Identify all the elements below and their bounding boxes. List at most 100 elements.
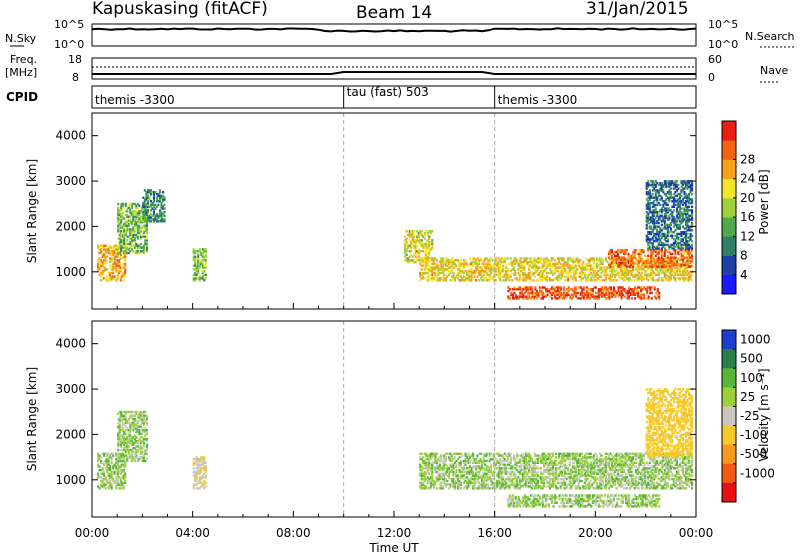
data-cell	[134, 228, 136, 230]
data-cell	[480, 453, 482, 455]
data-cell	[634, 262, 636, 264]
data-cell	[643, 249, 645, 251]
data-cell	[460, 482, 462, 484]
data-cell	[575, 265, 577, 267]
data-cell	[455, 469, 457, 471]
data-cell	[671, 253, 673, 255]
data-cell	[691, 235, 693, 237]
data-cell	[691, 209, 693, 211]
data-cell	[648, 295, 650, 297]
data-cell	[436, 259, 438, 261]
data-cell	[514, 270, 516, 272]
data-cell	[205, 462, 207, 464]
data-cell	[410, 250, 412, 252]
data-cell	[105, 487, 107, 489]
data-cell	[205, 482, 207, 484]
data-cell	[141, 451, 143, 453]
data-cell	[445, 456, 447, 458]
data-cell	[514, 473, 516, 475]
data-cell	[647, 258, 649, 260]
data-cell	[143, 442, 145, 444]
data-cell	[421, 261, 423, 263]
nave-label: Nave	[760, 64, 788, 77]
data-cell	[671, 235, 673, 237]
data-cell	[106, 256, 108, 258]
station-title: Kapuskasing (fitACF)	[92, 0, 268, 19]
data-cell	[460, 259, 462, 261]
data-cell	[434, 272, 436, 274]
data-cell	[164, 218, 166, 220]
data-cell	[551, 297, 553, 299]
data-cell	[625, 262, 627, 264]
data-cell	[682, 247, 684, 249]
data-cell	[475, 279, 477, 281]
data-cell	[691, 229, 693, 231]
data-cell	[624, 295, 626, 297]
data-cell	[472, 453, 474, 455]
data-cell	[125, 203, 127, 205]
data-cell	[658, 247, 660, 249]
data-cell	[634, 279, 636, 281]
data-cell	[523, 265, 525, 267]
data-cell	[534, 275, 536, 277]
data-cell	[680, 207, 682, 209]
data-cell	[144, 216, 146, 218]
data-cell	[117, 203, 119, 205]
power-y-axis-label: Slant Range [km]	[25, 159, 39, 263]
power-data	[97, 180, 693, 300]
data-cell	[193, 467, 195, 469]
data-cell	[135, 436, 137, 438]
beam-title: Beam 14	[356, 3, 432, 23]
data-cell	[520, 257, 522, 259]
cpid-segment-label: themis -3300	[498, 93, 578, 107]
data-cell	[575, 277, 577, 279]
data-cell	[637, 290, 639, 292]
data-cell	[117, 449, 119, 451]
data-cell	[454, 456, 456, 458]
nsearch-tick-top: 10^5	[708, 18, 738, 31]
data-cell	[670, 191, 672, 193]
data-cell	[526, 257, 528, 259]
data-cell	[616, 279, 618, 281]
data-cell	[122, 212, 124, 214]
data-cell	[649, 246, 651, 248]
cpid-panel: themis -3300 tau (fast) 503 themis -3300	[92, 85, 696, 108]
y-tick-label: 3000	[55, 174, 86, 188]
data-cell	[205, 465, 207, 467]
data-cell	[582, 261, 584, 263]
data-cell	[691, 198, 693, 200]
data-cell	[631, 279, 633, 281]
data-cell	[691, 193, 693, 195]
data-cell	[626, 249, 628, 251]
data-cell	[102, 467, 104, 469]
data-cell	[421, 239, 423, 241]
data-cell	[572, 257, 574, 259]
data-cell	[111, 483, 113, 485]
data-cell	[513, 454, 515, 456]
data-cell	[452, 272, 454, 274]
freq-unit-label: [MHz]	[5, 66, 37, 79]
data-cell	[147, 209, 149, 211]
data-cell	[529, 257, 531, 259]
data-cell	[691, 206, 693, 208]
data-cell	[605, 257, 607, 259]
data-cell	[123, 485, 125, 487]
data-cell	[655, 207, 657, 209]
data-cell	[499, 458, 501, 460]
data-cell	[579, 259, 581, 261]
data-cell	[487, 483, 489, 485]
data-cell	[563, 257, 565, 259]
data-cell	[688, 206, 690, 208]
data-cell	[509, 288, 511, 290]
nave-tick-top: 60	[708, 53, 722, 66]
data-cell	[647, 180, 649, 182]
data-cell	[436, 487, 438, 489]
data-cell	[667, 238, 669, 240]
data-cell	[164, 207, 166, 209]
data-cell	[658, 222, 660, 224]
data-cell	[148, 197, 150, 199]
data-cell	[157, 204, 159, 206]
data-cell	[480, 257, 482, 259]
data-cell	[424, 277, 426, 279]
